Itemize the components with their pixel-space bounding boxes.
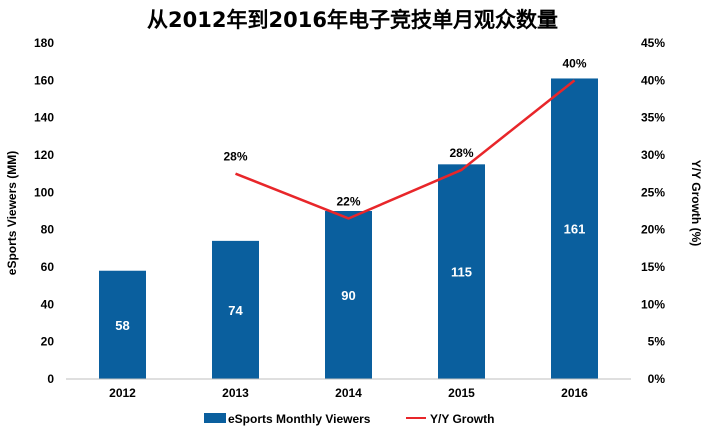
bar-series: 58 74 90 115 161 <box>99 78 598 379</box>
growth-value-label: 40% <box>562 56 586 70</box>
x-tick-label: 2015 <box>448 386 475 400</box>
right-tick-label: 30% <box>641 148 665 162</box>
right-tick-label: 35% <box>641 111 665 125</box>
left-tick-label: 140 <box>34 111 54 125</box>
right-tick-label: 15% <box>641 260 665 274</box>
bar <box>212 240 259 379</box>
left-axis-ticks: 0 20 40 60 80 100 120 140 160 180 <box>34 36 54 386</box>
growth-value-label: 28% <box>449 146 473 160</box>
legend: eSports Monthly Viewers Y/Y Growth <box>204 412 494 426</box>
left-tick-label: 20 <box>41 335 55 349</box>
growth-value-label: 28% <box>223 150 247 164</box>
right-tick-label: 20% <box>641 223 665 237</box>
bar-value-label: 74 <box>228 303 243 318</box>
left-tick-label: 0 <box>47 372 54 386</box>
left-tick-label: 40 <box>41 297 55 311</box>
left-axis-label: eSports Viewers (MM) <box>5 151 19 275</box>
x-tick-label: 2014 <box>335 386 362 400</box>
x-tick-label: 2013 <box>222 386 249 400</box>
bar-value-label: 58 <box>115 318 129 333</box>
bar-value-label: 90 <box>341 288 355 303</box>
growth-value-label: 22% <box>336 194 360 208</box>
right-tick-label: 5% <box>648 335 666 349</box>
chart-title: 从2012年到2016年电子竞技单月观众数量 <box>147 8 558 32</box>
right-tick-label: 45% <box>641 36 665 50</box>
right-tick-label: 25% <box>641 185 665 199</box>
left-tick-label: 160 <box>34 73 54 87</box>
right-tick-label: 40% <box>641 73 665 87</box>
x-axis-ticks: 2012 2013 2014 2015 2016 <box>109 386 588 400</box>
left-tick-label: 180 <box>34 36 54 50</box>
bar-value-label: 161 <box>564 222 586 237</box>
right-tick-label: 0% <box>648 372 666 386</box>
legend-label-viewers: eSports Monthly Viewers <box>228 412 371 426</box>
left-tick-label: 100 <box>34 185 54 199</box>
x-tick-label: 2016 <box>561 386 588 400</box>
bar <box>325 211 372 379</box>
growth-line <box>235 79 576 220</box>
legend-label-growth: Y/Y Growth <box>430 412 494 426</box>
bar-value-label: 115 <box>451 265 472 280</box>
right-axis-ticks: 0% 5% 10% 15% 20% 25% 30% 35% 40% 45% <box>641 36 665 386</box>
right-axis-label: Y/Y Growth (%) <box>689 160 703 246</box>
bar <box>438 164 485 379</box>
left-tick-label: 80 <box>41 223 55 237</box>
left-tick-label: 120 <box>34 148 54 162</box>
line-series: 28% 22% 28% 40% <box>223 56 587 220</box>
left-tick-label: 60 <box>41 260 55 274</box>
bar <box>551 78 598 379</box>
legend-swatch-viewers <box>204 413 226 423</box>
bar <box>99 270 146 379</box>
x-tick-label: 2012 <box>109 386 136 400</box>
right-tick-label: 10% <box>641 297 665 311</box>
